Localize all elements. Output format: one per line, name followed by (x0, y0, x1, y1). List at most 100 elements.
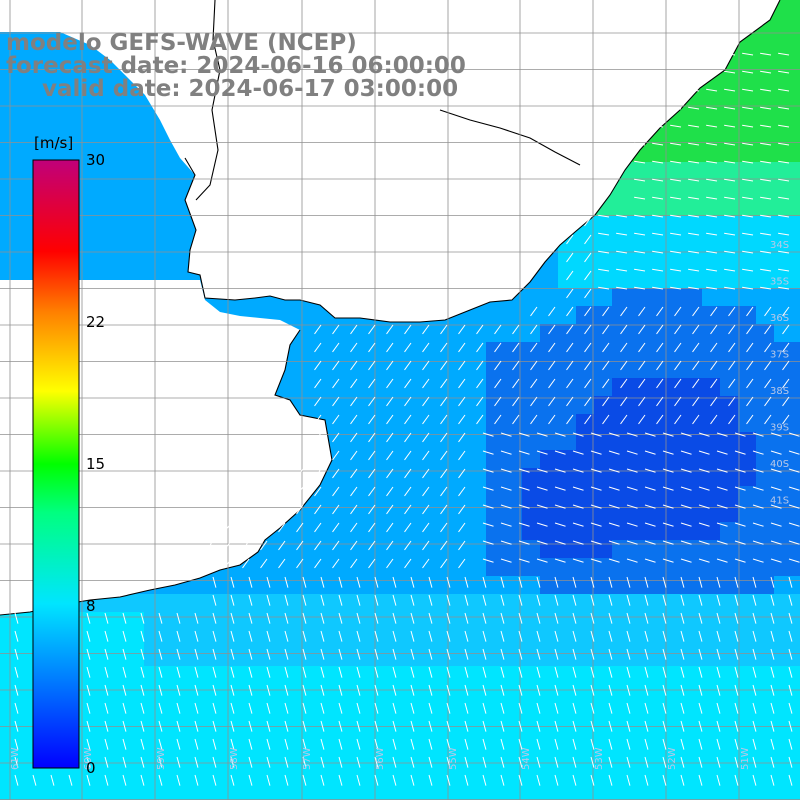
speed-cell (504, 486, 522, 504)
speed-cell (90, 198, 108, 216)
wind-arrow (608, 612, 613, 624)
speed-cell (720, 666, 738, 684)
wind-arrow (428, 738, 433, 750)
speed-cell (162, 234, 180, 252)
wind-arrow (724, 70, 736, 74)
wind-arrow (688, 52, 700, 56)
wind-arrow (572, 504, 584, 509)
wind-arrow (266, 702, 271, 714)
wind-arrow (212, 666, 217, 678)
wind-arrow (698, 432, 710, 437)
wind-arrow (782, 360, 790, 371)
wind-arrow (644, 738, 649, 750)
wind-arrow (500, 702, 505, 714)
speed-cell (18, 108, 36, 126)
speed-cell (522, 684, 540, 702)
speed-cell (594, 234, 612, 252)
speed-cell (522, 540, 540, 558)
wind-arrow (698, 558, 710, 563)
wind-arrow (368, 522, 376, 533)
wind-arrow (746, 342, 754, 353)
wind-arrow (688, 214, 700, 218)
wind-arrow (688, 124, 700, 128)
wind-arrow (302, 684, 307, 696)
speed-cell (666, 702, 684, 720)
wind-arrow (692, 306, 700, 317)
wind-arrow (626, 738, 631, 750)
wind-arrow (634, 268, 646, 272)
wind-arrow (554, 756, 559, 768)
wind-arrow (500, 774, 505, 786)
wind-arrow (14, 720, 19, 732)
wind-arrow (608, 432, 620, 437)
speed-cell (432, 738, 450, 756)
wind-arrow (158, 666, 163, 678)
wind-arrow (158, 684, 163, 696)
wind-arrow (212, 576, 217, 588)
speed-cell (108, 666, 126, 684)
speed-cell (630, 738, 648, 756)
speed-cell (432, 774, 450, 792)
wind-arrow (710, 324, 718, 335)
speed-cell (252, 648, 270, 666)
wind-arrow (314, 558, 322, 569)
wind-arrow (386, 558, 394, 569)
wind-arrow (742, 160, 754, 164)
wind-arrow (716, 630, 721, 642)
speed-cell (126, 162, 144, 180)
speed-cell (648, 270, 666, 288)
wind-arrow (500, 558, 512, 563)
wind-arrow (680, 432, 692, 437)
wind-arrow (638, 324, 646, 335)
wind-arrow (14, 648, 19, 660)
wind-arrow (410, 648, 415, 660)
wind-arrow (706, 286, 718, 290)
wind-arrow (224, 540, 232, 551)
speed-cell (90, 684, 108, 702)
speed-cell (594, 756, 612, 774)
wind-arrow (638, 396, 646, 407)
speed-cell (720, 468, 738, 486)
wind-arrow (86, 738, 91, 750)
wind-arrow (266, 648, 271, 660)
speed-cell (648, 612, 666, 630)
wind-arrow (320, 684, 325, 696)
wind-arrow (548, 360, 556, 371)
wind-arrow (608, 738, 613, 750)
speed-cell (630, 180, 648, 198)
speed-cell (648, 792, 666, 800)
wind-arrow (512, 360, 520, 371)
wind-arrow (104, 756, 109, 768)
wind-arrow (626, 612, 631, 624)
speed-cell (612, 756, 630, 774)
speed-cell (756, 108, 774, 126)
speed-cell (270, 738, 288, 756)
wind-arrow (572, 576, 577, 588)
wind-arrow (212, 774, 217, 786)
speed-cell (0, 702, 18, 720)
wind-arrow (536, 576, 541, 588)
wind-arrow (742, 250, 754, 254)
wind-arrow (656, 378, 664, 389)
speed-cell (594, 252, 612, 270)
speed-cell (612, 252, 630, 270)
wind-arrow (746, 306, 754, 317)
wind-arrow (788, 684, 793, 696)
speed-cell (774, 162, 792, 180)
speed-cell (720, 612, 738, 630)
speed-cell (108, 738, 126, 756)
speed-cell (468, 738, 486, 756)
speed-cell (684, 432, 702, 450)
wind-arrow (230, 756, 235, 768)
speed-cell (666, 252, 684, 270)
wind-arrow (706, 124, 718, 128)
wind-arrow (626, 576, 631, 588)
speed-cell (162, 792, 180, 800)
wind-arrow (670, 142, 682, 146)
wind-arrow (482, 756, 487, 768)
wind-arrow (716, 774, 721, 786)
wind-arrow (680, 576, 685, 588)
wind-arrow (302, 720, 307, 732)
wind-arrow (602, 342, 610, 353)
speed-cell (252, 612, 270, 630)
